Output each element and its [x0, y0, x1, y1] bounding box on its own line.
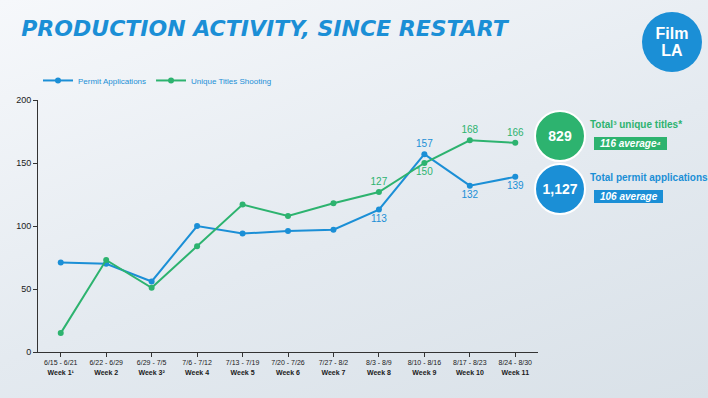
- svg-text:8/10 - 8/16Week 9: 8/10 - 8/16Week 9: [408, 359, 442, 375]
- svg-text:150: 150: [416, 166, 433, 177]
- html-text:106 average: 106 average: [600, 191, 658, 202]
- html-text:1,127: 1,127: [542, 181, 578, 197]
- svg-text:168: 168: [461, 124, 478, 135]
- svg-text:113: 113: [371, 213, 387, 224]
- svg-text:8/17 - 8/23Week 10: 8/17 - 8/23Week 10: [453, 359, 487, 375]
- svg-text:166: 166: [507, 127, 524, 138]
- svg-text:139: 139: [507, 180, 524, 191]
- svg-text:Unique Titles Shooting: Unique Titles Shooting: [191, 77, 271, 86]
- svg-text:150: 150: [16, 158, 31, 168]
- svg-text:8/3 - 8/9Week 8: 8/3 - 8/9Week 8: [366, 359, 392, 375]
- svg-text:127: 127: [371, 176, 388, 187]
- svg-text:132: 132: [461, 189, 478, 200]
- svg-text:7/27 - 8/2Week 7: 7/27 - 8/2Week 7: [319, 359, 349, 375]
- svg-text:8/24 - 8/30Week 11: 8/24 - 8/30Week 11: [499, 359, 533, 375]
- svg-text:Permit Applications: Permit Applications: [78, 77, 146, 86]
- html-text:829: 829: [548, 128, 572, 144]
- svg-text:50: 50: [21, 284, 31, 294]
- svg-text:PRODUCTION ACTIVITY, SINCE RES: PRODUCTION ACTIVITY, SINCE RESTART: [21, 16, 510, 41]
- svg-text:200: 200: [16, 95, 31, 105]
- svg-text:7/20 - 7/26Week 6: 7/20 - 7/26Week 6: [271, 359, 305, 375]
- html-text:Film: Film: [655, 25, 689, 42]
- html-text:LA: LA: [661, 42, 683, 59]
- svg-text:6/22 - 6/29Week 2: 6/22 - 6/29Week 2: [89, 359, 123, 375]
- svg-text:6/29 - 7/5Week 3²: 6/29 - 7/5Week 3²: [137, 359, 167, 375]
- svg-text:100: 100: [16, 221, 31, 231]
- svg-text:6/15 - 6/21Week 1¹: 6/15 - 6/21Week 1¹: [44, 359, 78, 375]
- html-text:Total³ unique titles*: Total³ unique titles*: [590, 119, 682, 130]
- html-text:116 average⁴: 116 average⁴: [600, 138, 661, 149]
- svg-text:7/13 - 7/19Week 5: 7/13 - 7/19Week 5: [226, 359, 260, 375]
- svg-text:0: 0: [26, 347, 31, 357]
- svg-text:7/6 - 7/12Week 4: 7/6 - 7/12Week 4: [182, 359, 212, 375]
- svg-text:157: 157: [416, 138, 433, 149]
- html-text:Total permit applications: Total permit applications: [590, 172, 708, 183]
